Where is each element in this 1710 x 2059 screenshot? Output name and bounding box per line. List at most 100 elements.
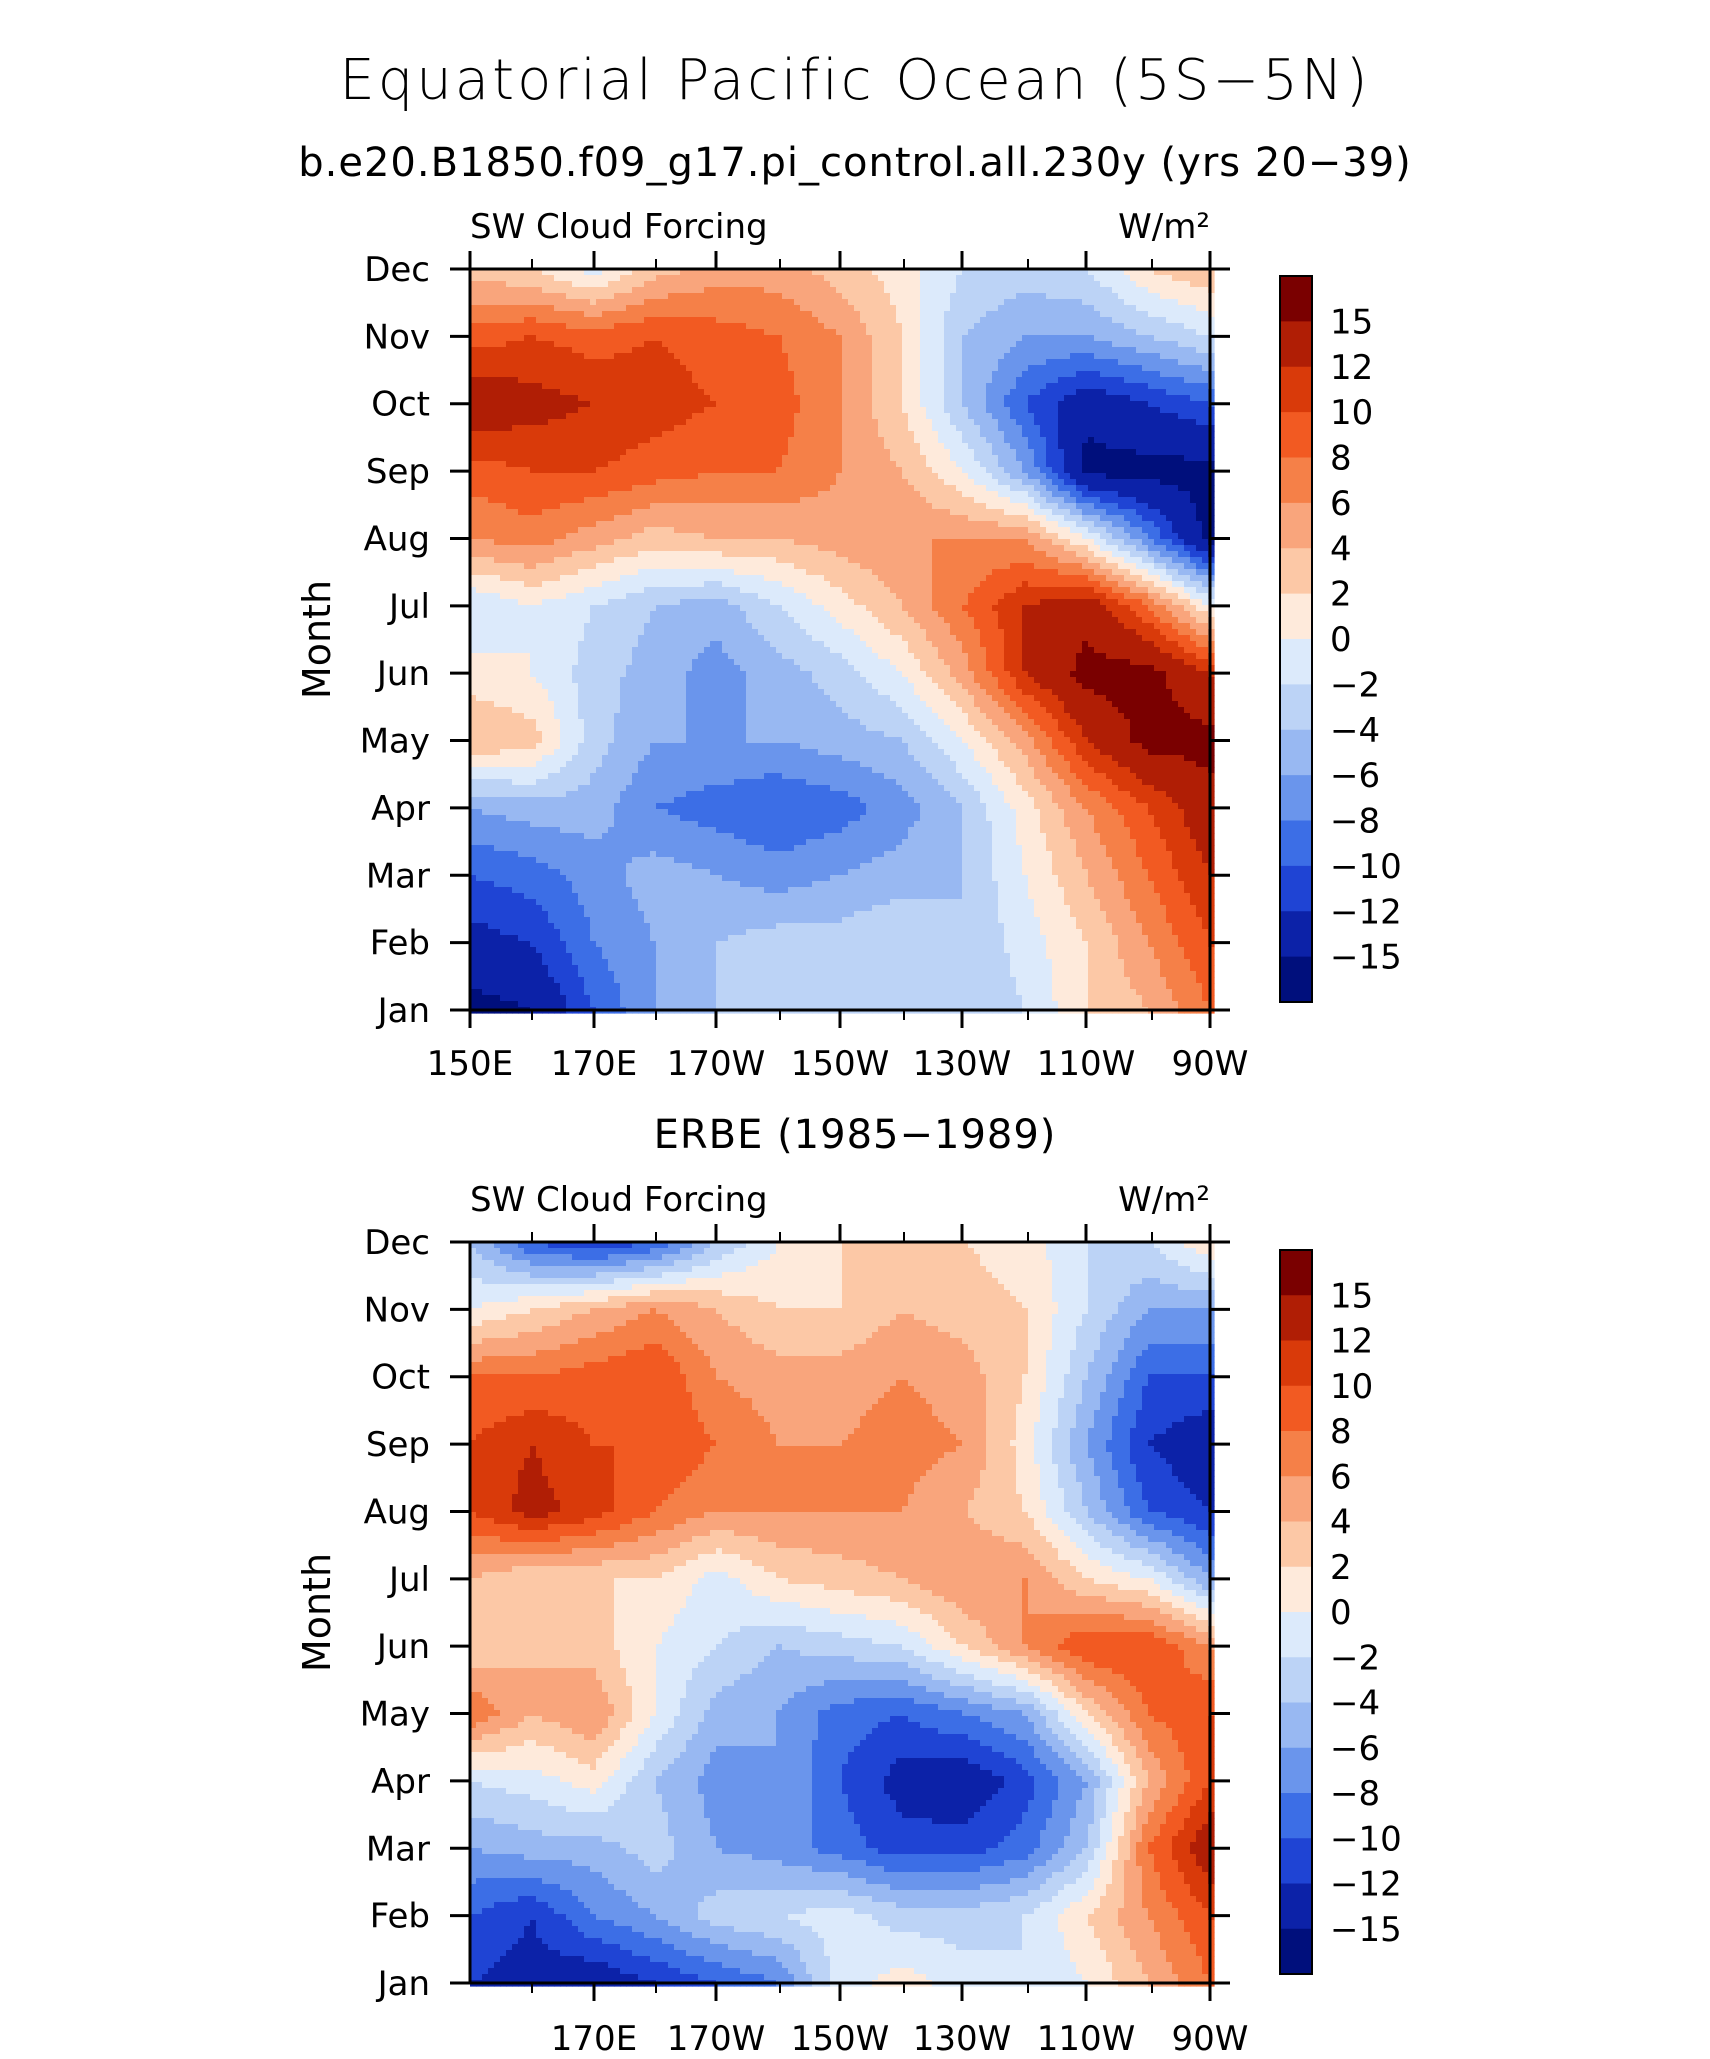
contour-cell (950, 497, 957, 504)
contour-cell (548, 299, 555, 306)
contour-cell (770, 305, 777, 312)
contour-cell (770, 407, 777, 414)
contour-cell (692, 275, 699, 282)
contour-cell (1178, 425, 1185, 432)
contour-cell (1004, 497, 1011, 504)
contour-cell (1076, 341, 1083, 348)
contour-cell (884, 449, 891, 456)
contour-cell (656, 275, 663, 282)
contour-cell (728, 461, 735, 468)
contour-cell (608, 491, 615, 498)
contour-cell (914, 335, 921, 342)
contour-cell (602, 407, 609, 414)
contour-cell (1118, 467, 1125, 474)
contour-cell (794, 401, 801, 408)
contour-cell (932, 419, 939, 426)
contour-cell (1130, 389, 1137, 396)
contour-cell (1118, 299, 1125, 306)
contour-cell (716, 503, 723, 510)
contour-cell (512, 287, 519, 294)
contour-cell (620, 401, 627, 408)
contour-cell (698, 419, 705, 426)
contour-cell (986, 275, 993, 282)
contour-cell (716, 491, 723, 498)
contour-cell (722, 431, 729, 438)
contour-cell (848, 395, 855, 402)
contour-cell (842, 299, 849, 306)
contour-cell (878, 467, 885, 474)
contour-cell (890, 371, 897, 378)
contour-cell (926, 473, 933, 480)
contour-cell (632, 335, 639, 342)
contour-cell (1142, 461, 1149, 468)
contour-cell (530, 443, 537, 450)
contour-cell (572, 419, 579, 426)
contour-cell (608, 479, 615, 486)
contour-cell (1202, 395, 1209, 402)
contour-cell (776, 431, 783, 438)
contour-cell (578, 353, 585, 360)
contour-cell (794, 383, 801, 390)
contour-cell (1058, 389, 1065, 396)
contour-cell (632, 413, 639, 420)
contour-cell (692, 377, 699, 384)
contour-cell (848, 467, 855, 474)
contour-cell (998, 281, 1005, 288)
contour-cell (806, 311, 813, 318)
contour-cell (908, 407, 915, 414)
contour-cell (998, 383, 1005, 390)
contour-cell (974, 341, 981, 348)
contour-cell (740, 377, 747, 384)
contour-cell (674, 467, 681, 474)
contour-cell (596, 323, 603, 330)
contour-cell (842, 389, 849, 396)
contour-cell (992, 281, 999, 288)
contour-cell (524, 293, 531, 300)
contour-cell (848, 341, 855, 348)
contour-cell (878, 383, 885, 390)
contour-cell (1052, 275, 1059, 282)
contour-cell (476, 377, 483, 384)
contour-cell (944, 353, 951, 360)
contour-cell (656, 479, 663, 486)
contour-cell (506, 347, 513, 354)
contour-cell (512, 359, 519, 366)
contour-cell (800, 401, 807, 408)
contour-cell (932, 437, 939, 444)
contour-cell (1148, 443, 1155, 450)
contour-cell (758, 437, 765, 444)
contour-cell (890, 347, 897, 354)
contour-cell (554, 329, 561, 336)
contour-cell (704, 425, 711, 432)
contour-cell (1088, 491, 1095, 498)
contour-cell (926, 287, 933, 294)
contour-cell (866, 485, 873, 492)
contour-cell (974, 275, 981, 282)
contour-cell (680, 281, 687, 288)
contour-cell (1160, 413, 1167, 420)
contour-cell (674, 275, 681, 282)
contour-cell (1202, 323, 1209, 330)
contour-cell (938, 281, 945, 288)
contour-cell (782, 491, 789, 498)
contour-cell (1112, 299, 1119, 306)
contour-cell (674, 497, 681, 504)
contour-cell (1034, 317, 1041, 324)
contour-cell (734, 311, 741, 318)
contour-cell (776, 323, 783, 330)
contour-cell (578, 299, 585, 306)
contour-cell (836, 395, 843, 402)
contour-cell (1010, 395, 1017, 402)
contour-cell (794, 425, 801, 432)
contour-cell (770, 413, 777, 420)
contour-cell (668, 467, 675, 474)
contour-cell (518, 317, 525, 324)
contour-cell (1190, 275, 1197, 282)
contour-cell (812, 425, 819, 432)
contour-cell (992, 455, 999, 462)
contour-cell (992, 401, 999, 408)
contour-cell (572, 509, 579, 516)
contour-cell (542, 479, 549, 486)
contour-cell (632, 299, 639, 306)
contour-cell (1190, 293, 1197, 300)
